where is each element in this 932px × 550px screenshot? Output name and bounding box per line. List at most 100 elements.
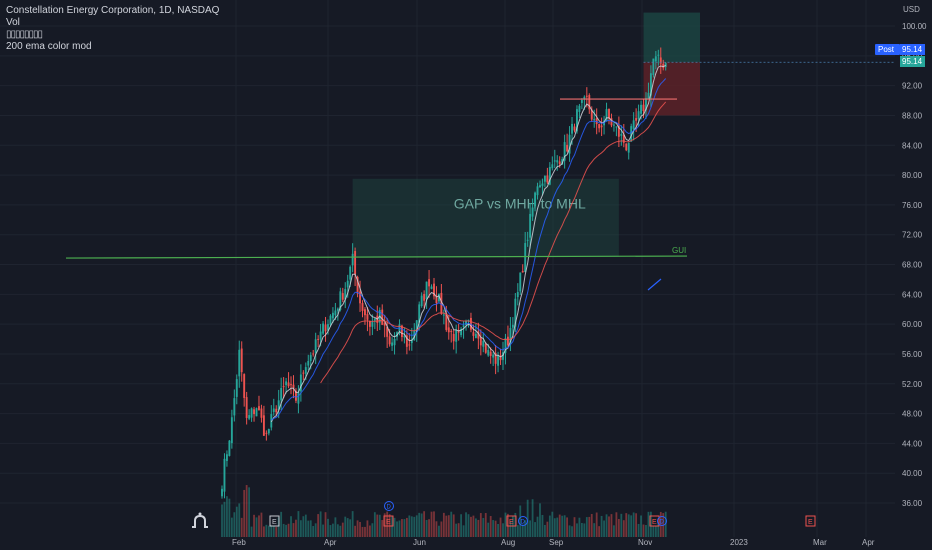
volume-bar xyxy=(299,520,302,537)
price-tick-label: 52.00 xyxy=(902,380,923,389)
price-tick-label: 48.00 xyxy=(902,410,923,419)
volume-bar xyxy=(359,521,361,537)
candle-body xyxy=(440,292,443,314)
candle-body xyxy=(627,142,630,153)
candle-body xyxy=(588,95,591,110)
candle-body xyxy=(519,272,522,292)
volume-bar xyxy=(322,524,324,537)
candle-body xyxy=(598,123,601,129)
candle-body xyxy=(649,73,652,96)
time-axis-label: Mar xyxy=(813,538,827,547)
candle-body xyxy=(255,408,258,417)
earnings-marker-label: E xyxy=(509,519,514,526)
earnings-marker-label: E xyxy=(808,519,813,526)
candle-body xyxy=(327,324,329,331)
price-tick-label: 80.00 xyxy=(902,171,923,180)
candle-body xyxy=(630,126,633,142)
candle-body xyxy=(314,339,317,353)
volume-bar xyxy=(393,517,396,537)
candle-body xyxy=(425,281,428,300)
candle-body xyxy=(524,243,527,273)
volume-bar xyxy=(442,512,445,537)
price-tick-label: 92.00 xyxy=(902,82,923,91)
volume-bar xyxy=(304,514,307,537)
volume-bar xyxy=(654,525,657,537)
volume-bar xyxy=(332,523,334,537)
volume-bar xyxy=(267,525,270,537)
volume-bar xyxy=(487,522,490,537)
candle-body xyxy=(502,352,504,360)
candle-body xyxy=(324,324,327,332)
ema-mid-line xyxy=(271,78,667,421)
candle-body xyxy=(608,108,610,119)
volume-bar xyxy=(295,519,297,537)
volume-bar xyxy=(474,518,477,537)
candle-body xyxy=(657,54,660,56)
gap-annotation-label: GAP vs MHH to MHL xyxy=(454,196,586,212)
ema-fast-line xyxy=(270,64,666,423)
volume-bar xyxy=(344,516,347,537)
volume-bar xyxy=(610,514,613,537)
candle-body xyxy=(275,408,278,413)
candle-body xyxy=(605,109,608,122)
candle-body xyxy=(248,415,251,419)
dividend-marker xyxy=(384,501,394,511)
candle-body xyxy=(299,374,302,392)
volume-bar xyxy=(272,525,275,537)
volume-bar xyxy=(221,504,223,537)
volume-bar xyxy=(541,514,544,537)
price-tick-label: 100.00 xyxy=(902,22,927,31)
earnings-marker-label: E xyxy=(386,519,391,526)
candle-body xyxy=(556,160,559,163)
volume-bar xyxy=(263,526,265,537)
candle-body xyxy=(373,318,376,321)
candle-body xyxy=(225,454,228,461)
candle-body xyxy=(364,309,366,316)
post-badge xyxy=(875,44,900,55)
volume-bar xyxy=(371,523,374,537)
candle-body xyxy=(531,207,534,217)
volume-bar xyxy=(526,499,529,537)
volume-bar xyxy=(356,520,359,537)
time-axis-label: Aug xyxy=(501,538,515,547)
symbol-title[interactable]: Constellation Energy Corporation, 1D, NA… xyxy=(6,5,220,16)
volume-bar xyxy=(425,519,428,537)
volume-bar xyxy=(354,525,357,537)
earnings-marker-label: E xyxy=(652,519,657,526)
volume-indicator-label[interactable]: Vol xyxy=(6,17,20,28)
volume-bar xyxy=(428,519,430,537)
volume-bar xyxy=(277,517,280,537)
volume-bar xyxy=(462,525,465,537)
volume-bar xyxy=(546,521,549,537)
candle-body xyxy=(240,348,243,373)
volume-bar xyxy=(240,517,243,537)
price-tick-label: 56.00 xyxy=(902,350,923,359)
candle-body xyxy=(578,105,581,112)
volume-bar xyxy=(617,518,620,537)
volume-bar xyxy=(235,506,238,537)
candle-body xyxy=(590,109,593,120)
candle-body xyxy=(637,111,640,120)
candle-body xyxy=(280,387,283,401)
volume-bar xyxy=(440,521,443,537)
volume-bar xyxy=(531,499,534,537)
candle-body xyxy=(356,276,359,294)
volume-bar xyxy=(383,513,386,537)
candle-body xyxy=(541,183,544,186)
volume-bar xyxy=(529,520,532,537)
candle-body xyxy=(647,92,650,100)
candle-body xyxy=(553,160,556,162)
ema-indicator-label[interactable]: 200 ema color mod xyxy=(6,41,92,52)
volume-bar xyxy=(494,520,497,537)
volume-bar xyxy=(539,503,541,537)
dividend-marker-label: D xyxy=(387,505,392,511)
volume-bar xyxy=(366,520,369,537)
candle-body xyxy=(526,239,529,241)
volume-bar xyxy=(524,520,527,537)
volume-bar xyxy=(245,485,248,537)
candle-body xyxy=(457,330,460,333)
volume-bar xyxy=(600,515,603,537)
volume-bar xyxy=(590,513,593,537)
volume-bar xyxy=(405,517,408,537)
